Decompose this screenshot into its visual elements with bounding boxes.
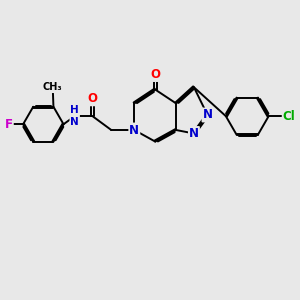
Text: Cl: Cl <box>283 110 296 123</box>
Text: O: O <box>150 68 160 81</box>
Text: H
N: H N <box>70 105 79 127</box>
Text: N: N <box>129 124 139 136</box>
Text: CH₃: CH₃ <box>43 82 63 92</box>
Text: N: N <box>202 109 212 122</box>
Text: O: O <box>88 92 98 105</box>
Text: N: N <box>189 127 199 140</box>
Text: F: F <box>5 118 13 131</box>
